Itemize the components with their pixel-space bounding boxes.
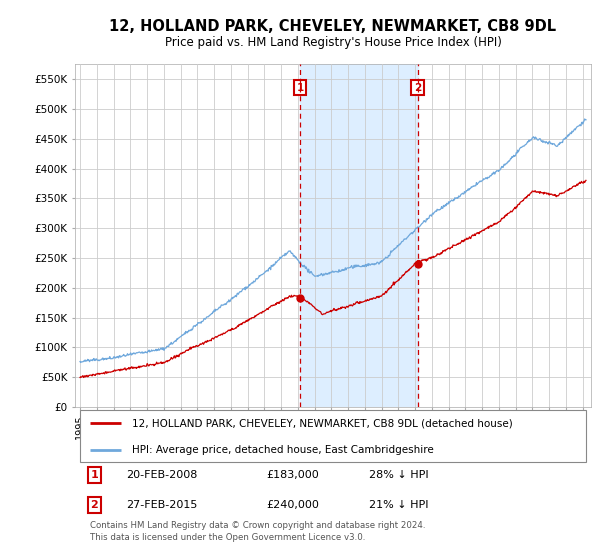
Text: £240,000: £240,000 xyxy=(266,500,319,510)
Text: Price paid vs. HM Land Registry's House Price Index (HPI): Price paid vs. HM Land Registry's House … xyxy=(164,36,502,49)
Text: Contains HM Land Registry data © Crown copyright and database right 2024.
This d: Contains HM Land Registry data © Crown c… xyxy=(91,521,426,542)
Bar xyxy=(300,64,418,407)
Text: 12, HOLLAND PARK, CHEVELEY, NEWMARKET, CB8 9DL (detached house): 12, HOLLAND PARK, CHEVELEY, NEWMARKET, C… xyxy=(132,418,512,428)
FancyBboxPatch shape xyxy=(80,410,586,462)
Text: 12, HOLLAND PARK, CHEVELEY, NEWMARKET, CB8 9DL: 12, HOLLAND PARK, CHEVELEY, NEWMARKET, C… xyxy=(109,20,557,34)
Text: 2: 2 xyxy=(91,500,98,510)
Text: 1: 1 xyxy=(296,83,304,92)
Text: £183,000: £183,000 xyxy=(266,470,319,480)
Text: 28% ↓ HPI: 28% ↓ HPI xyxy=(369,470,429,480)
Text: HPI: Average price, detached house, East Cambridgeshire: HPI: Average price, detached house, East… xyxy=(132,445,434,455)
Text: 20-FEB-2008: 20-FEB-2008 xyxy=(127,470,198,480)
Text: 21% ↓ HPI: 21% ↓ HPI xyxy=(369,500,428,510)
Text: 2: 2 xyxy=(414,83,421,92)
Text: 1: 1 xyxy=(91,470,98,480)
Text: 27-FEB-2015: 27-FEB-2015 xyxy=(127,500,198,510)
